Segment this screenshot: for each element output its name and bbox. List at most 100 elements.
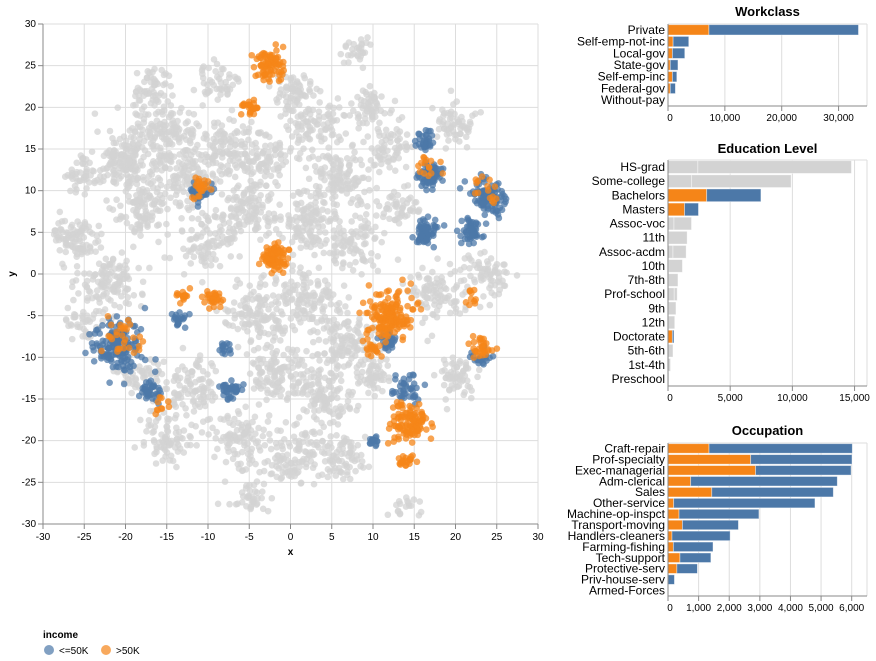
point-unselected [303,205,310,213]
point-unselected [214,130,222,137]
point-unselected [396,500,404,508]
point-unselected [340,232,348,239]
point-unselected [456,310,464,317]
point-unselected [339,264,346,272]
point-unselected [358,161,366,169]
point-unselected [237,434,244,441]
point-unselected [433,133,441,140]
point-unselected [217,437,225,444]
point-unselected [282,419,290,426]
point-unselected [94,128,101,136]
point-unselected [97,244,105,251]
point-unselected [192,423,200,430]
point-unselected [294,123,302,131]
point-le50k [416,223,423,231]
point-unselected [74,269,81,277]
point-le50k [181,324,189,331]
point-unselected [484,265,492,273]
point-unselected [141,203,149,211]
point-unselected [116,215,124,223]
point-unselected [173,165,180,172]
point-le50k [105,344,112,352]
point-unselected [236,223,243,230]
point-le50k [425,179,433,187]
point-unselected [277,308,285,315]
point-unselected [282,158,290,165]
point-unselected [283,123,290,130]
point-unselected [288,359,295,366]
point-unselected [55,220,62,227]
point-unselected [231,152,239,159]
point-unselected [210,81,218,89]
point-unselected [259,488,266,495]
point-gt50k [210,295,217,303]
point-unselected [73,159,81,167]
point-unselected [130,134,138,142]
point-unselected [378,238,385,246]
point-unselected [255,424,262,432]
point-unselected [394,149,401,156]
point-unselected [352,467,359,475]
point-unselected [294,281,301,289]
point-unselected [316,228,323,236]
point-unselected [261,296,269,303]
point-gt50k [415,400,423,408]
point-unselected [350,444,357,452]
point-unselected [204,384,211,392]
point-unselected [297,479,305,487]
point-gt50k [272,41,280,48]
point-unselected [142,111,149,118]
point-unselected [151,81,159,88]
point-unselected [364,203,371,210]
point-unselected [262,344,269,352]
point-unselected [314,379,322,387]
point-unselected [333,454,340,461]
point-unselected [367,91,375,98]
point-unselected [274,300,282,307]
point-unselected [185,109,193,117]
point-unselected [287,372,295,380]
point-gt50k [439,170,447,177]
point-unselected [200,63,207,70]
point-unselected [307,279,314,286]
point-unselected [163,183,171,191]
point-unselected [149,183,157,191]
point-unselected [349,107,357,114]
point-unselected [98,230,105,238]
point-unselected [450,286,458,293]
point-unselected [212,367,220,375]
point-unselected [264,507,272,515]
point-unselected [307,438,315,446]
point-unselected [248,170,255,178]
point-unselected [357,373,365,380]
point-unselected [116,303,124,311]
point-unselected [156,198,163,206]
point-unselected [348,100,355,107]
point-unselected [200,393,208,400]
point-unselected [70,313,77,321]
point-unselected [105,295,112,303]
point-le50k [120,366,128,374]
point-unselected [188,226,195,234]
point-unselected [229,455,237,463]
point-unselected [146,264,153,272]
y-tick-label: 20 [25,102,37,113]
point-gt50k [386,329,394,337]
y-tick-label: 5 [30,227,36,238]
point-unselected [146,131,154,138]
point-unselected [115,265,123,272]
point-unselected [136,213,143,221]
point-unselected [257,307,264,315]
point-unselected [68,283,76,291]
point-unselected [458,113,465,121]
point-unselected [254,295,262,302]
point-unselected [435,125,443,133]
point-unselected [435,280,442,287]
point-unselected [288,278,295,286]
point-unselected [316,183,323,191]
point-gt50k [425,164,433,171]
point-unselected [103,289,110,297]
scatter-plot[interactable]: -30 -25 -20 -15 -10 -5 0 5 10 15 20 25 30-30-25-20-1… [7,19,544,558]
point-unselected [155,238,162,246]
point-unselected [307,193,314,200]
